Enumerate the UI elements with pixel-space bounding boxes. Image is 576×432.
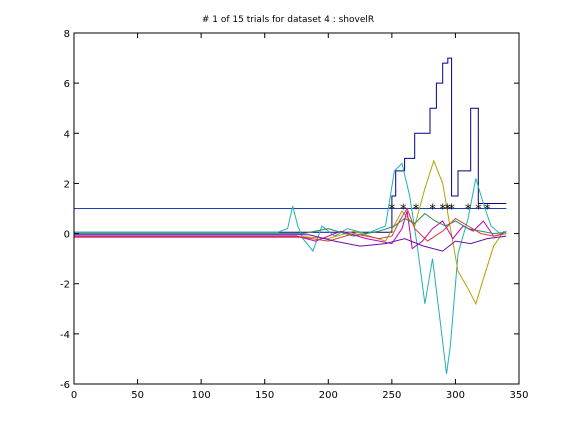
event-marker: * xyxy=(445,203,452,218)
series-line-5 xyxy=(74,210,504,250)
y-tick-label: -6 xyxy=(60,380,70,391)
x-tick-label: 250 xyxy=(382,390,401,401)
y-tick-label: 2 xyxy=(64,179,70,190)
y-tick-label: 0 xyxy=(64,230,70,241)
event-marker: * xyxy=(475,203,482,218)
x-tick-label: 100 xyxy=(192,390,211,401)
series-line-1 xyxy=(74,57,507,233)
event-marker: * xyxy=(400,203,407,218)
y-tick-label: -4 xyxy=(60,330,70,341)
series-line-7 xyxy=(74,207,507,242)
tick-layer: 0 50 100 150 200 250 300 350 -6 -4 -2 0 2 4 6 8 xyxy=(60,29,529,401)
series-line-8 xyxy=(74,234,507,252)
event-marker: * xyxy=(439,203,446,218)
series-line-3 xyxy=(74,162,507,375)
marker-layer: * * * * *** * * * xyxy=(389,203,491,218)
y-tick-label: -2 xyxy=(60,280,70,291)
y-tick-label: 6 xyxy=(64,79,70,90)
event-marker: * xyxy=(484,203,491,218)
x-tick-label: 350 xyxy=(509,390,528,401)
plot-frame xyxy=(73,32,520,385)
x-tick-label: 50 xyxy=(131,390,144,401)
event-marker: * xyxy=(389,203,396,218)
series-layer xyxy=(74,57,507,375)
y-tick-label: 8 xyxy=(64,29,70,40)
chart-title: # 1 of 15 trials for dataset 4 : shovelR xyxy=(202,15,374,25)
event-marker: * xyxy=(413,203,420,218)
x-tick-label: 300 xyxy=(446,390,465,401)
x-tick-label: 0 xyxy=(71,390,77,401)
event-marker: * xyxy=(448,203,455,218)
event-marker: * xyxy=(465,203,472,218)
x-tick-label: 200 xyxy=(319,390,338,401)
y-tick-label: 4 xyxy=(64,129,70,140)
event-marker: * xyxy=(429,203,436,218)
x-tick-label: 150 xyxy=(255,390,274,401)
